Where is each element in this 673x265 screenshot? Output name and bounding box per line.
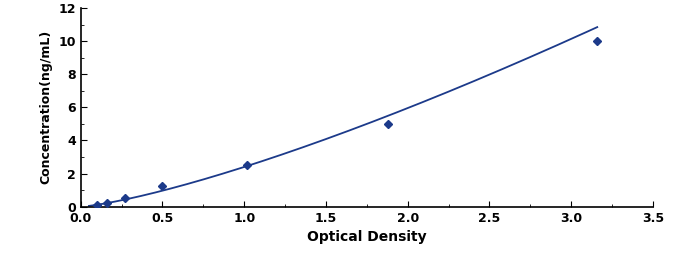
Y-axis label: Concentration(ng/mL): Concentration(ng/mL) bbox=[40, 30, 53, 184]
X-axis label: Optical Density: Optical Density bbox=[307, 230, 427, 244]
